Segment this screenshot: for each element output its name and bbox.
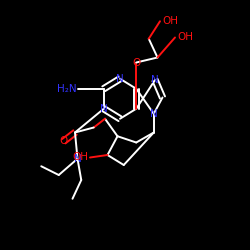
Text: OH: OH [162,16,178,26]
Text: N: N [116,74,124,84]
Text: N: N [150,109,158,119]
Text: O: O [60,136,68,146]
Text: N: N [151,75,159,85]
Text: O: O [132,58,140,68]
Text: H₂N: H₂N [56,84,76,94]
Text: OH: OH [73,152,89,162]
Text: N: N [100,104,108,114]
Text: OH: OH [178,32,194,42]
Text: N: N [74,154,82,164]
